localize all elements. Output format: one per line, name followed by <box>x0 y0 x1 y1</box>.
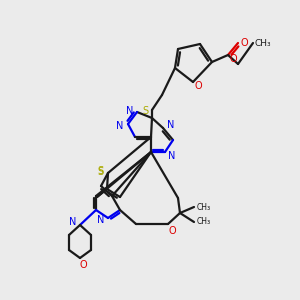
Text: S: S <box>142 106 148 116</box>
Text: CH₃: CH₃ <box>197 218 211 226</box>
Text: O: O <box>240 38 248 48</box>
Text: N: N <box>116 121 124 131</box>
Text: O: O <box>168 226 176 236</box>
Text: N: N <box>69 217 77 227</box>
Text: O: O <box>79 260 87 270</box>
Text: S: S <box>97 167 103 177</box>
Text: S: S <box>97 166 103 176</box>
Text: CH₃: CH₃ <box>197 202 211 211</box>
Text: N: N <box>126 106 134 116</box>
Text: O: O <box>229 54 237 64</box>
Text: N: N <box>167 120 175 130</box>
Text: O: O <box>194 81 202 91</box>
Text: N: N <box>97 215 105 225</box>
Text: CH₃: CH₃ <box>255 38 271 47</box>
Text: N: N <box>168 151 176 161</box>
